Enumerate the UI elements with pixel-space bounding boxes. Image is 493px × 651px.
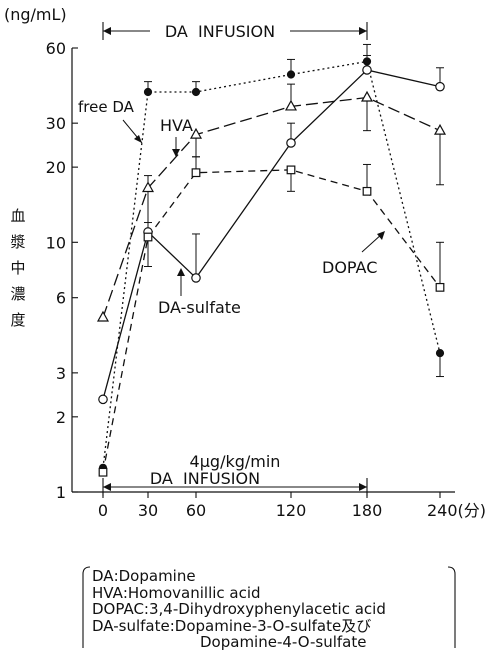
legend-abbr: DA-sulfate: [92, 616, 170, 635]
legend-row-hva: HVA: Homovanillic acid: [92, 583, 386, 602]
y-axis-title-char: 度: [10, 311, 25, 329]
legend-abbr: HVA: [92, 583, 123, 602]
marker-da-sulfate: [191, 273, 201, 283]
y-tick-label: 1: [56, 483, 66, 502]
marker-da-sulfate: [286, 138, 296, 148]
marker-free-da: [286, 70, 296, 79]
x-tick-label: 0: [98, 501, 108, 520]
infusion-bottom-arrow-right: [359, 483, 367, 491]
x-tick-label: 120: [276, 501, 307, 520]
marker-hva: [284, 99, 298, 111]
marker-da-sulfate: [98, 394, 108, 405]
marker-dopac: [362, 186, 372, 196]
legend-row-da-sulfate: DA-sulfate: Dopamine-3-O-sulfate及び: [92, 616, 386, 635]
series-line-da-sulfate: [102, 69, 441, 400]
infusion-bottom-arrow-left: [103, 483, 111, 491]
marker-hva: [189, 127, 203, 139]
series-line-dopac: [102, 169, 441, 473]
y-axis-title-char: 血: [10, 207, 25, 225]
legend-abbr: DOPAC: [92, 600, 144, 618]
legend-row-da: DA: Dopamine: [92, 568, 386, 585]
x-tick-label: 240(分): [427, 501, 486, 520]
x-tick-label: 30: [138, 501, 158, 520]
x-tick-label: 180: [352, 501, 383, 520]
x-tick-label: 60: [186, 501, 206, 520]
y-axis-title-char: 中: [10, 259, 25, 277]
legend-abbr: DA: [92, 567, 114, 585]
infusion-top-arrow-left: [103, 27, 111, 35]
legend-text: Homovanillic acid: [127, 583, 261, 602]
legend-row-dopac: DOPAC:3,4-Dihydroxyphenylacetic acid: [92, 601, 386, 618]
y-axis-title-char: 漿: [10, 233, 25, 251]
pointer-da-sulfate-head: [177, 268, 185, 276]
marker-hva: [96, 310, 110, 322]
series-line-free-da: [102, 60, 441, 468]
infusion-bottom-label: DA INFUSION: [150, 469, 260, 488]
label-dopac: DOPAC: [322, 258, 377, 277]
y-tick-label: 2: [56, 408, 66, 427]
y-tick-label: 30: [46, 114, 66, 133]
legend-sep: :: [143, 600, 149, 618]
chart-svg: (ng/mL) 1 2 3 6 10 20 30 60 0 30 60 120 180 240(分) D…: [4, 5, 486, 520]
pointer-hva-head: [172, 149, 180, 157]
marker-da-sulfate: [435, 81, 445, 92]
infusion-bottom-rate: 4μg/kg/min: [190, 452, 281, 471]
y-tick-label: 60: [46, 39, 66, 58]
marker-hva: [433, 123, 447, 135]
y-tick-label: 10: [46, 233, 66, 252]
infusion-top-arrow-right: [359, 27, 367, 35]
marker-free-da: [143, 87, 153, 97]
pointer-dopac-head: [377, 231, 385, 240]
marker-dopac: [143, 232, 153, 242]
marker-da-sulfate: [362, 65, 372, 75]
marker-dopac: [286, 165, 296, 175]
marker-hva: [360, 90, 374, 102]
legend-text: Dopamine-3-O-sulfate及び: [174, 616, 372, 635]
label-da-sulfate: DA-sulfate: [158, 298, 241, 317]
legend-bracket: [82, 566, 456, 648]
legend-text: Dopamine: [118, 567, 196, 585]
abbreviation-legend: DA: Dopamine HVA: Homovanillic acid DOPAC:…: [92, 568, 386, 651]
label-free-da: free DA: [78, 98, 135, 116]
y-tick-label: 3: [56, 364, 66, 383]
marker-free-da: [191, 87, 201, 97]
marker-dopac: [435, 282, 445, 292]
y-unit-label: (ng/mL): [4, 5, 67, 24]
marker-hva: [141, 181, 155, 193]
marker-free-da: [362, 57, 372, 66]
legend-continuation: Dopamine-4-O-sulfate: [200, 633, 367, 651]
y-axis-title-char: 濃: [10, 285, 25, 303]
legend-sep: :: [122, 583, 128, 602]
infusion-top-label: DA INFUSION: [165, 22, 275, 41]
legend-sep: :: [113, 567, 119, 585]
series-line-hva: [102, 96, 441, 318]
pointer-free-da-head: [134, 135, 142, 143]
marker-dopac: [98, 467, 108, 477]
marker-free-da: [435, 348, 445, 358]
legend-text: 3,4-Dihydroxyphenylacetic acid: [148, 600, 386, 618]
y-tick-label: 20: [46, 158, 66, 177]
label-hva: HVA: [160, 116, 193, 135]
marker-dopac: [191, 168, 201, 178]
y-tick-label: 6: [56, 289, 66, 308]
legend-sep: :: [169, 616, 175, 635]
